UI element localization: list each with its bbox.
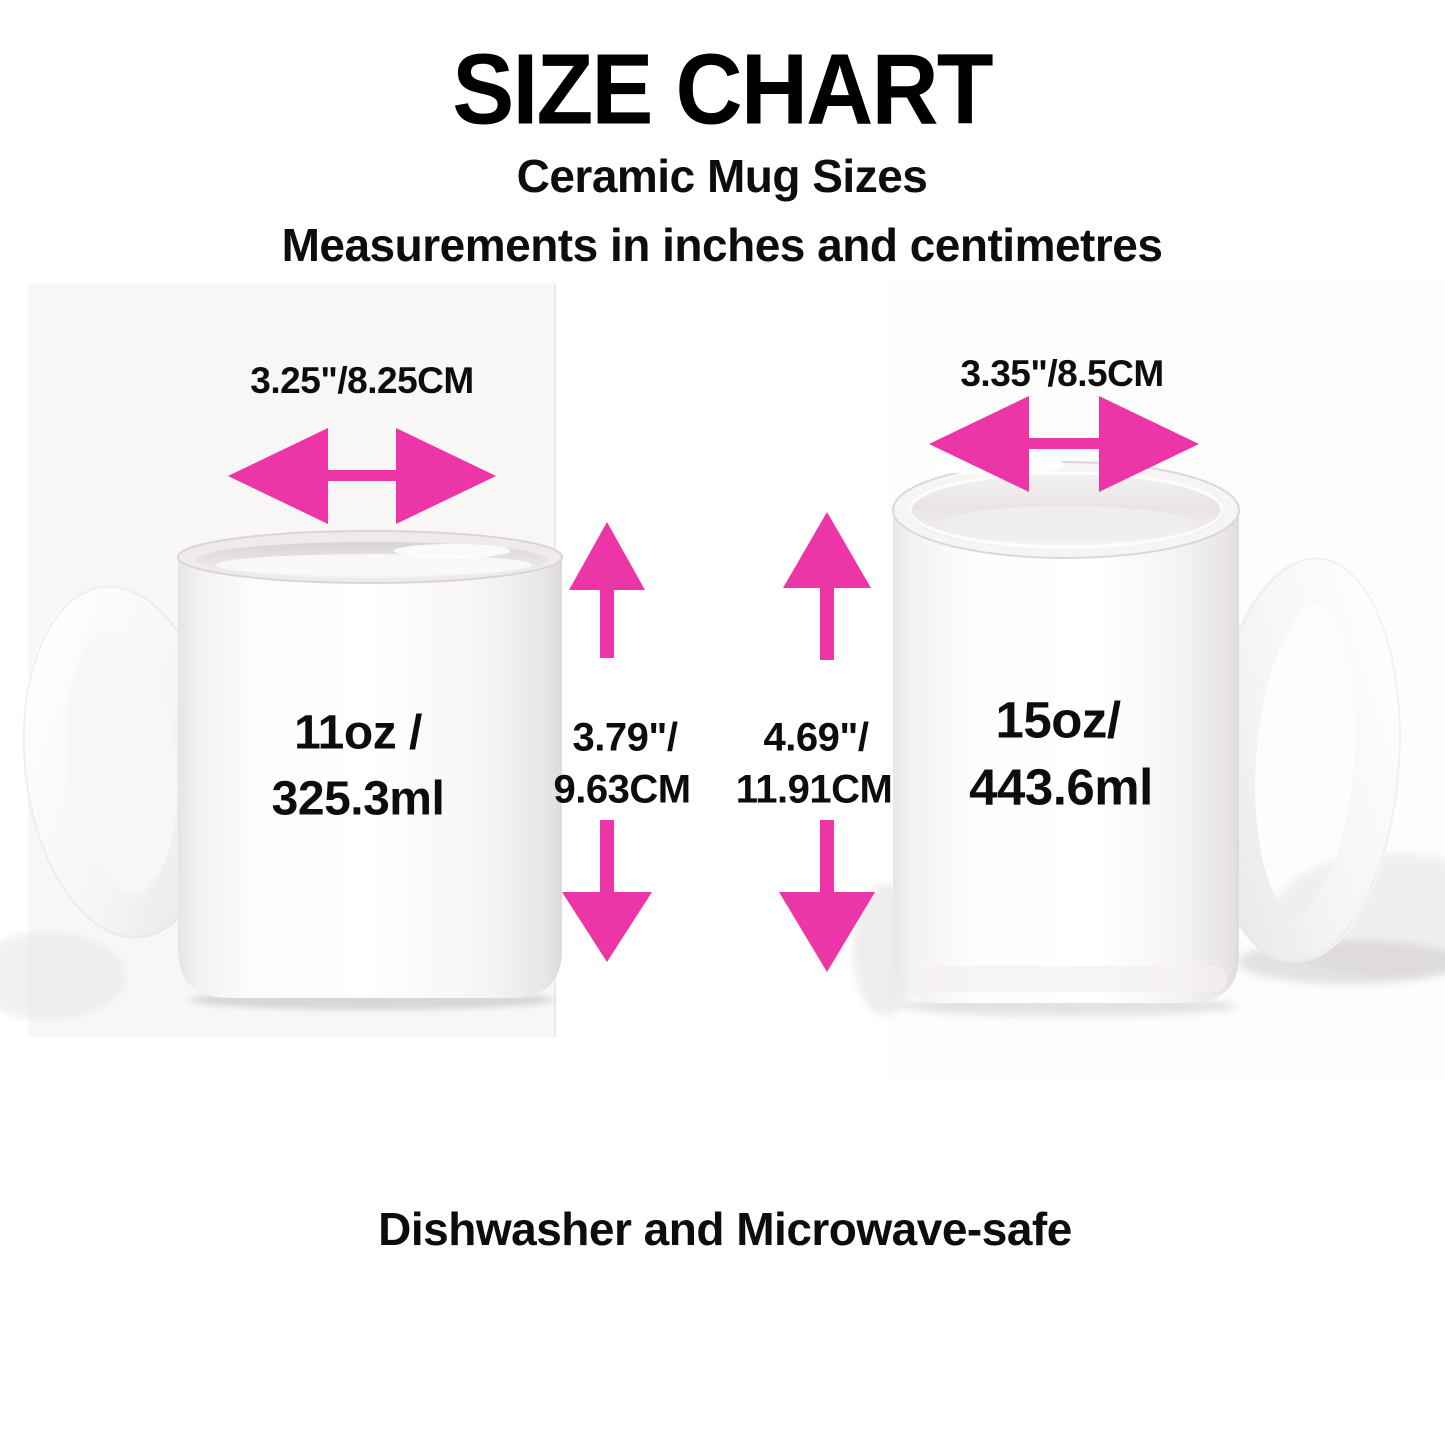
page-title: SIZE CHART xyxy=(452,33,993,146)
width-label-11oz: 3.25"/8.25CM xyxy=(250,360,474,401)
height-label-11oz-line1: 3.79"/ xyxy=(572,715,678,760)
width-label-15oz: 3.35"/8.5CM xyxy=(960,353,1164,394)
height-label-11oz-line2: 9.63CM xyxy=(553,767,691,812)
page-subtitle: Ceramic Mug Sizes xyxy=(516,150,928,202)
volume-label-11oz-line2: 325.3ml xyxy=(271,772,445,826)
volume-label-15oz-line2: 443.6ml xyxy=(969,758,1153,816)
care-note: Dishwasher and Microwave-safe xyxy=(378,1203,1072,1255)
volume-label-15oz-line1: 15oz/ xyxy=(995,691,1121,749)
measurement-note: Measurements in inches and centimetres xyxy=(281,219,1163,271)
volume-label-11oz-line1: 11oz / xyxy=(294,706,422,760)
height-label-15oz-line1: 4.69"/ xyxy=(763,715,869,760)
mug-11oz-photo xyxy=(0,530,563,1020)
height-label-15oz-line2: 11.91CM xyxy=(735,767,893,812)
